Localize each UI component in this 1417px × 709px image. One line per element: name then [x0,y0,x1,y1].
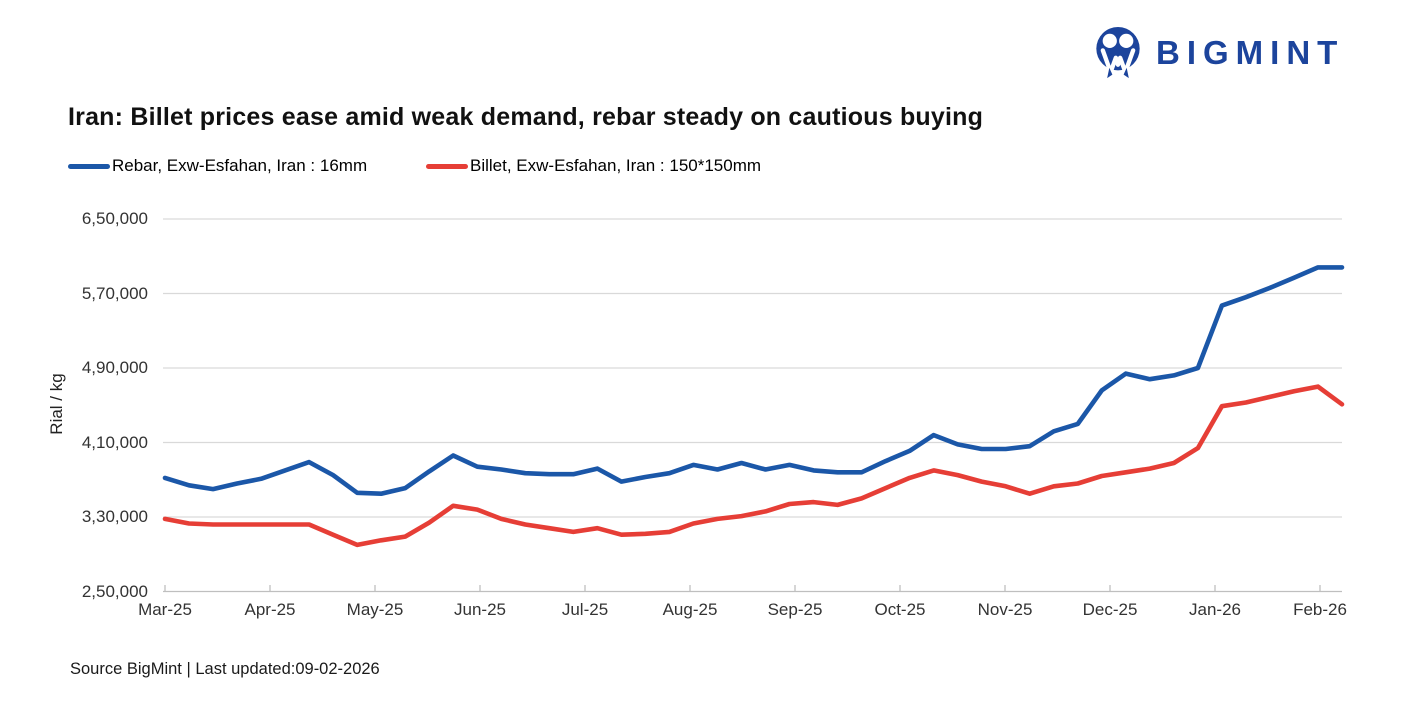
x-axis-tick-label: Jul-25 [561,600,609,619]
x-axis-tick-label: Sep-25 [767,600,823,619]
legend-item-rebar: Rebar, Exw-Esfahan, Iran : 16mm [68,156,367,176]
x-axis-tick-label: Jan-26 [1189,600,1241,619]
rebar-line-swatch [68,163,110,169]
bigmint-logo: BIGMINT [1092,24,1344,82]
bigmint-logo-icon [1096,27,1140,79]
y-axis-tick-label: 4,90,000 [81,358,148,377]
y-axis-tick-label: 6,50,000 [81,209,148,228]
y-axis-tick-label: 3,30,000 [81,507,148,526]
x-axis-tick-label: Mar-25 [138,600,192,619]
y-axis-tick-label: 4,10,000 [81,432,148,452]
bigmint-wordmark: BIGMINT [1156,34,1345,71]
x-axis-tick-label: Jun-25 [454,600,506,619]
x-axis-tick-label: Feb-26 [1293,600,1347,619]
legend-label-rebar: Rebar, Exw-Esfahan, Iran : 16mm [112,156,368,175]
x-axis-tick-label: Nov-25 [977,600,1033,619]
legend-label-billet: Billet, Exw-Esfahan, Iran : 150*150mm [470,156,762,175]
y-axis-tick-label: 2,50,000 [81,581,148,601]
x-axis-tick-label: Dec-25 [1082,600,1138,619]
footer-source: Source BigMint | Last updated:09-02-2026 [70,660,380,678]
billet-price-line [162,384,1345,548]
x-axis-tick-label: Apr-25 [244,600,296,619]
billet-line-swatch [426,163,468,169]
page-title: Iran: Billet prices ease amid weak deman… [68,103,984,131]
legend-item-billet: Billet, Exw-Esfahan, Iran : 150*150mm [426,156,761,176]
x-axis-tick-label: Oct-25 [874,600,926,619]
y-axis-tick-label: 5,70,000 [81,283,148,303]
x-axis-tick-label: May-25 [346,600,404,619]
x-axis-tick-label: Aug-25 [662,600,718,619]
rebar-price-line [162,265,1345,497]
